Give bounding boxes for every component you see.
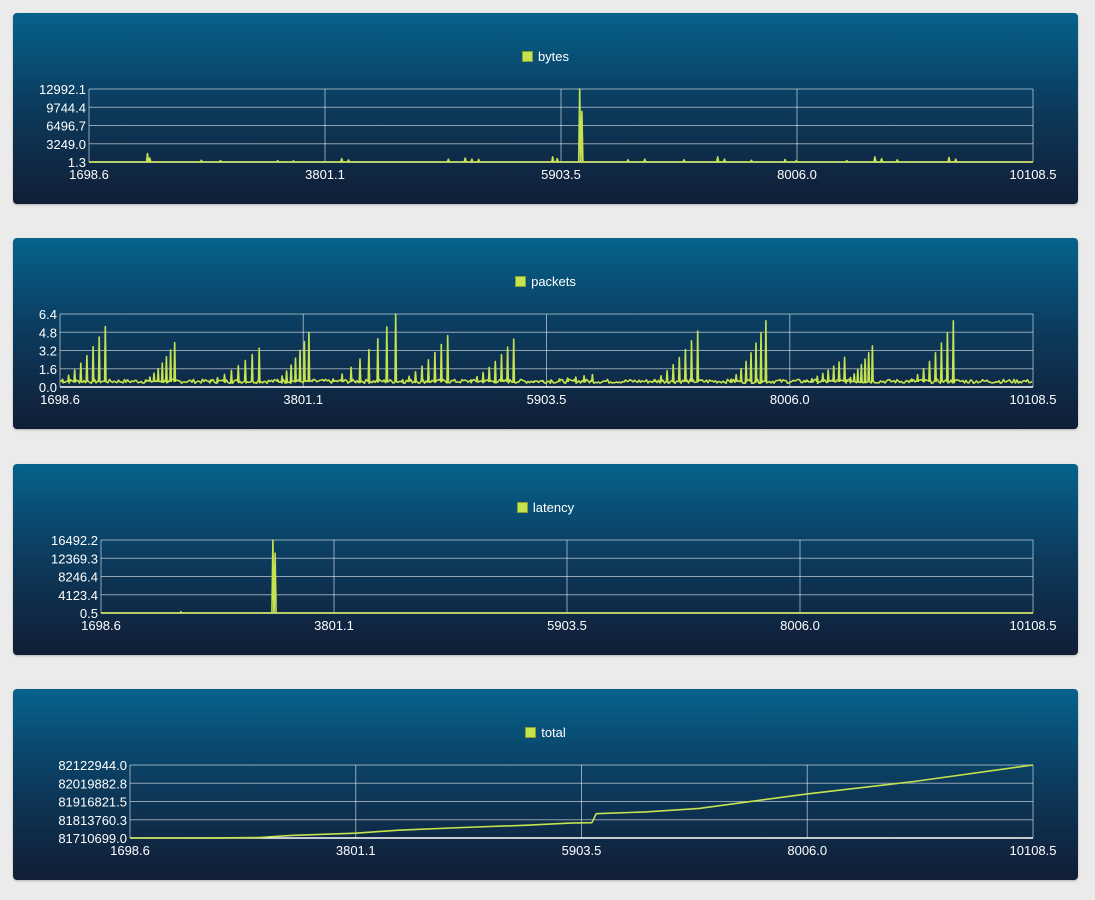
- chart-panel-total: total 82122944.0 82019882.8 81916821.5 8181…: [13, 689, 1078, 880]
- x-tick-label: 8006.0: [787, 843, 827, 858]
- x-tick-label: 5903.5: [541, 167, 581, 182]
- y-tick-label: 8246.4: [58, 570, 98, 585]
- x-tick-label: 8006.0: [777, 167, 817, 182]
- legend-swatch: [525, 727, 537, 738]
- x-tick-label: 5903.5: [527, 392, 567, 407]
- legend-swatch: [516, 502, 528, 513]
- y-tick-label: 6496.7: [46, 119, 86, 134]
- x-tick-label: 10108.5: [1010, 843, 1057, 858]
- x-tick-label: 1698.6: [69, 167, 109, 182]
- legend-swatch: [515, 276, 527, 287]
- series-line-total[interactable]: [129, 764, 1034, 839]
- x-tick-label: 3801.1: [314, 618, 354, 633]
- x-tick-label: 8006.0: [780, 618, 820, 633]
- grid: [88, 88, 1034, 163]
- legend-label: latency: [532, 500, 575, 515]
- series-line-packets[interactable]: [59, 313, 1033, 385]
- x-tick-label: 5903.5: [547, 618, 587, 633]
- y-tick-label: 12369.3: [51, 551, 98, 566]
- legend-label: packets: [531, 274, 576, 289]
- legend-label: bytes: [537, 49, 570, 64]
- y-tick-label: 0.5: [80, 606, 98, 621]
- y-tick-label: 6.4: [39, 307, 57, 322]
- legend-swatch: [521, 51, 533, 62]
- grid: [59, 313, 1034, 388]
- x-tick-label: 10108.5: [1010, 618, 1057, 633]
- chart-panel-bytes: bytes 12992.1 9744.4 6496.7 3249.0 1.3 1698.6…: [13, 13, 1078, 204]
- x-tick-label: 10108.5: [1010, 167, 1057, 182]
- x-tick-label: 3801.1: [305, 167, 345, 182]
- y-tick-label: 3.2: [39, 344, 57, 359]
- x-tick-label: 1698.6: [110, 843, 150, 858]
- x-tick-label: 3801.1: [336, 843, 376, 858]
- y-tick-label: 81813760.3: [58, 813, 127, 828]
- chart-panel-packets: packets 6.4 4.8 3.2 1.6 0.0 1698.6 3801.1 5903.…: [13, 238, 1078, 429]
- y-tick-label: 82019882.8: [58, 776, 127, 791]
- legend[interactable]: packets: [13, 274, 1078, 289]
- y-tick-label: 0.0: [39, 380, 57, 395]
- legend[interactable]: bytes: [13, 49, 1078, 64]
- y-tick-label: 3249.0: [46, 137, 86, 152]
- y-tick-label: 1.6: [39, 362, 57, 377]
- y-tick-label: 81916821.5: [58, 795, 127, 810]
- grid: [129, 764, 1034, 839]
- x-tick-label: 5903.5: [562, 843, 602, 858]
- series-line-bytes[interactable]: [89, 88, 1033, 163]
- x-tick-label: 1698.6: [81, 618, 121, 633]
- y-tick-label: 4.8: [39, 325, 57, 340]
- y-tick-label: 4123.4: [58, 588, 98, 603]
- x-tick-label: 8006.0: [770, 392, 810, 407]
- x-tick-label: 1698.6: [40, 392, 80, 407]
- chart-total: 82122944.0 82019882.8 81916821.5 81813760.3…: [58, 758, 1057, 858]
- chart-panel-latency: latency 16492.2 12369.3 8246.4 4123.4 0.5 169…: [13, 464, 1078, 655]
- legend[interactable]: total: [13, 725, 1078, 740]
- grid: [100, 539, 1034, 614]
- y-tick-label: 82122944.0: [58, 758, 127, 773]
- y-tick-label: 81710699.0: [58, 831, 127, 846]
- y-tick-label: 9744.4: [46, 100, 86, 115]
- y-tick-label: 12992.1: [39, 82, 86, 97]
- series-line-latency[interactable]: [101, 539, 1033, 614]
- legend[interactable]: latency: [13, 500, 1078, 515]
- x-tick-label: 3801.1: [283, 392, 323, 407]
- x-tick-label: 10108.5: [1010, 392, 1057, 407]
- y-tick-label: 1.3: [68, 155, 86, 170]
- legend-label: total: [541, 725, 566, 740]
- y-tick-label: 16492.2: [51, 533, 98, 548]
